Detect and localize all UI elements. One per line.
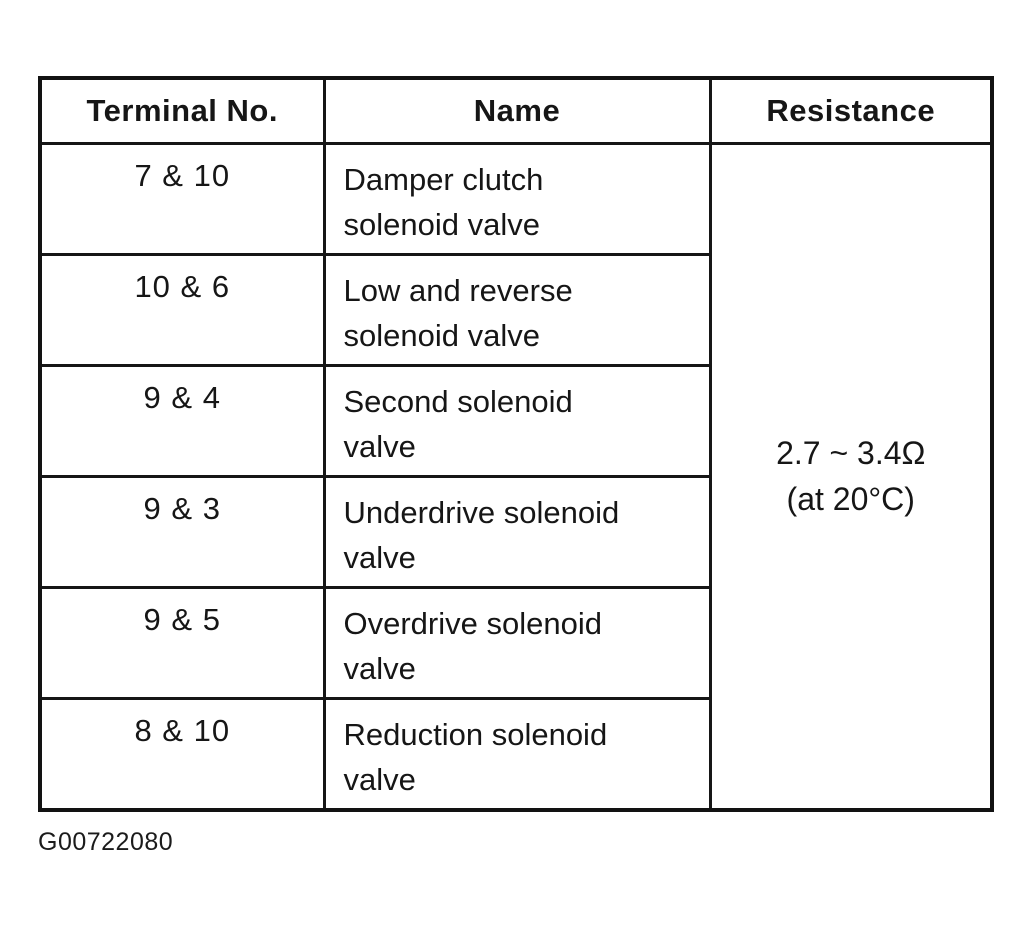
- name-line: solenoid valve: [343, 207, 540, 242]
- terminal-cell: 9 & 3: [38, 475, 326, 589]
- name-cell: Reduction solenoid valve: [322, 697, 712, 811]
- name-line: valve: [343, 762, 416, 797]
- name-line: valve: [343, 540, 416, 575]
- name-line: valve: [343, 651, 416, 686]
- name-line: valve: [343, 429, 416, 464]
- terminal-cell: 7 & 10: [38, 142, 326, 256]
- name-line: Underdrive solenoid: [343, 495, 620, 530]
- name-cell: Underdrive solenoid valve: [322, 475, 712, 589]
- name-line: solenoid valve: [343, 318, 540, 353]
- name-line: Low and reverse: [343, 273, 573, 308]
- resistance-value-cell: 2.7 ~ 3.4Ω (at 20°C): [708, 142, 994, 811]
- resistance-value: 2.7 ~ 3.4Ω: [776, 435, 926, 472]
- terminal-cell: 8 & 10: [38, 697, 326, 811]
- figure-id-caption: G00722080: [38, 828, 174, 856]
- terminal-cell: 9 & 4: [38, 364, 326, 478]
- table-row: 9 & 5 Overdrive solenoid valve: [38, 586, 992, 700]
- name-line: Second solenoid: [343, 384, 573, 419]
- table-row: 9 & 4 Second solenoid valve: [38, 364, 992, 478]
- solenoid-resistance-table: Terminal No. Name Resistance 7 & 10 Damp…: [38, 76, 994, 812]
- terminal-cell: 9 & 5: [38, 586, 326, 700]
- resistance-condition: (at 20°C): [786, 481, 915, 518]
- name-cell: Overdrive solenoid valve: [322, 586, 712, 700]
- table-header-row: Terminal No. Name Resistance: [38, 76, 994, 145]
- table-row: 7 & 10 Damper clutch solenoid valve 2.7 …: [38, 142, 994, 811]
- column-header-resistance: Resistance: [708, 76, 994, 145]
- table-row: 8 & 10 Reduction solenoid valve: [38, 697, 992, 811]
- column-header-terminal-no: Terminal No.: [38, 76, 326, 145]
- column-header-name: Name: [322, 76, 712, 145]
- name-line: Overdrive solenoid: [343, 606, 602, 641]
- name-cell: Low and reverse solenoid valve: [322, 253, 712, 367]
- name-line: Damper clutch: [343, 162, 544, 197]
- terminal-cell: 10 & 6: [38, 253, 326, 367]
- name-cell: Damper clutch solenoid valve: [322, 142, 712, 256]
- name-line: Reduction solenoid: [343, 717, 608, 752]
- name-cell: Second solenoid valve: [322, 364, 712, 478]
- table-row: 9 & 3 Underdrive solenoid valve: [38, 475, 992, 589]
- table-row: 10 & 6 Low and reverse solenoid valve: [38, 253, 992, 367]
